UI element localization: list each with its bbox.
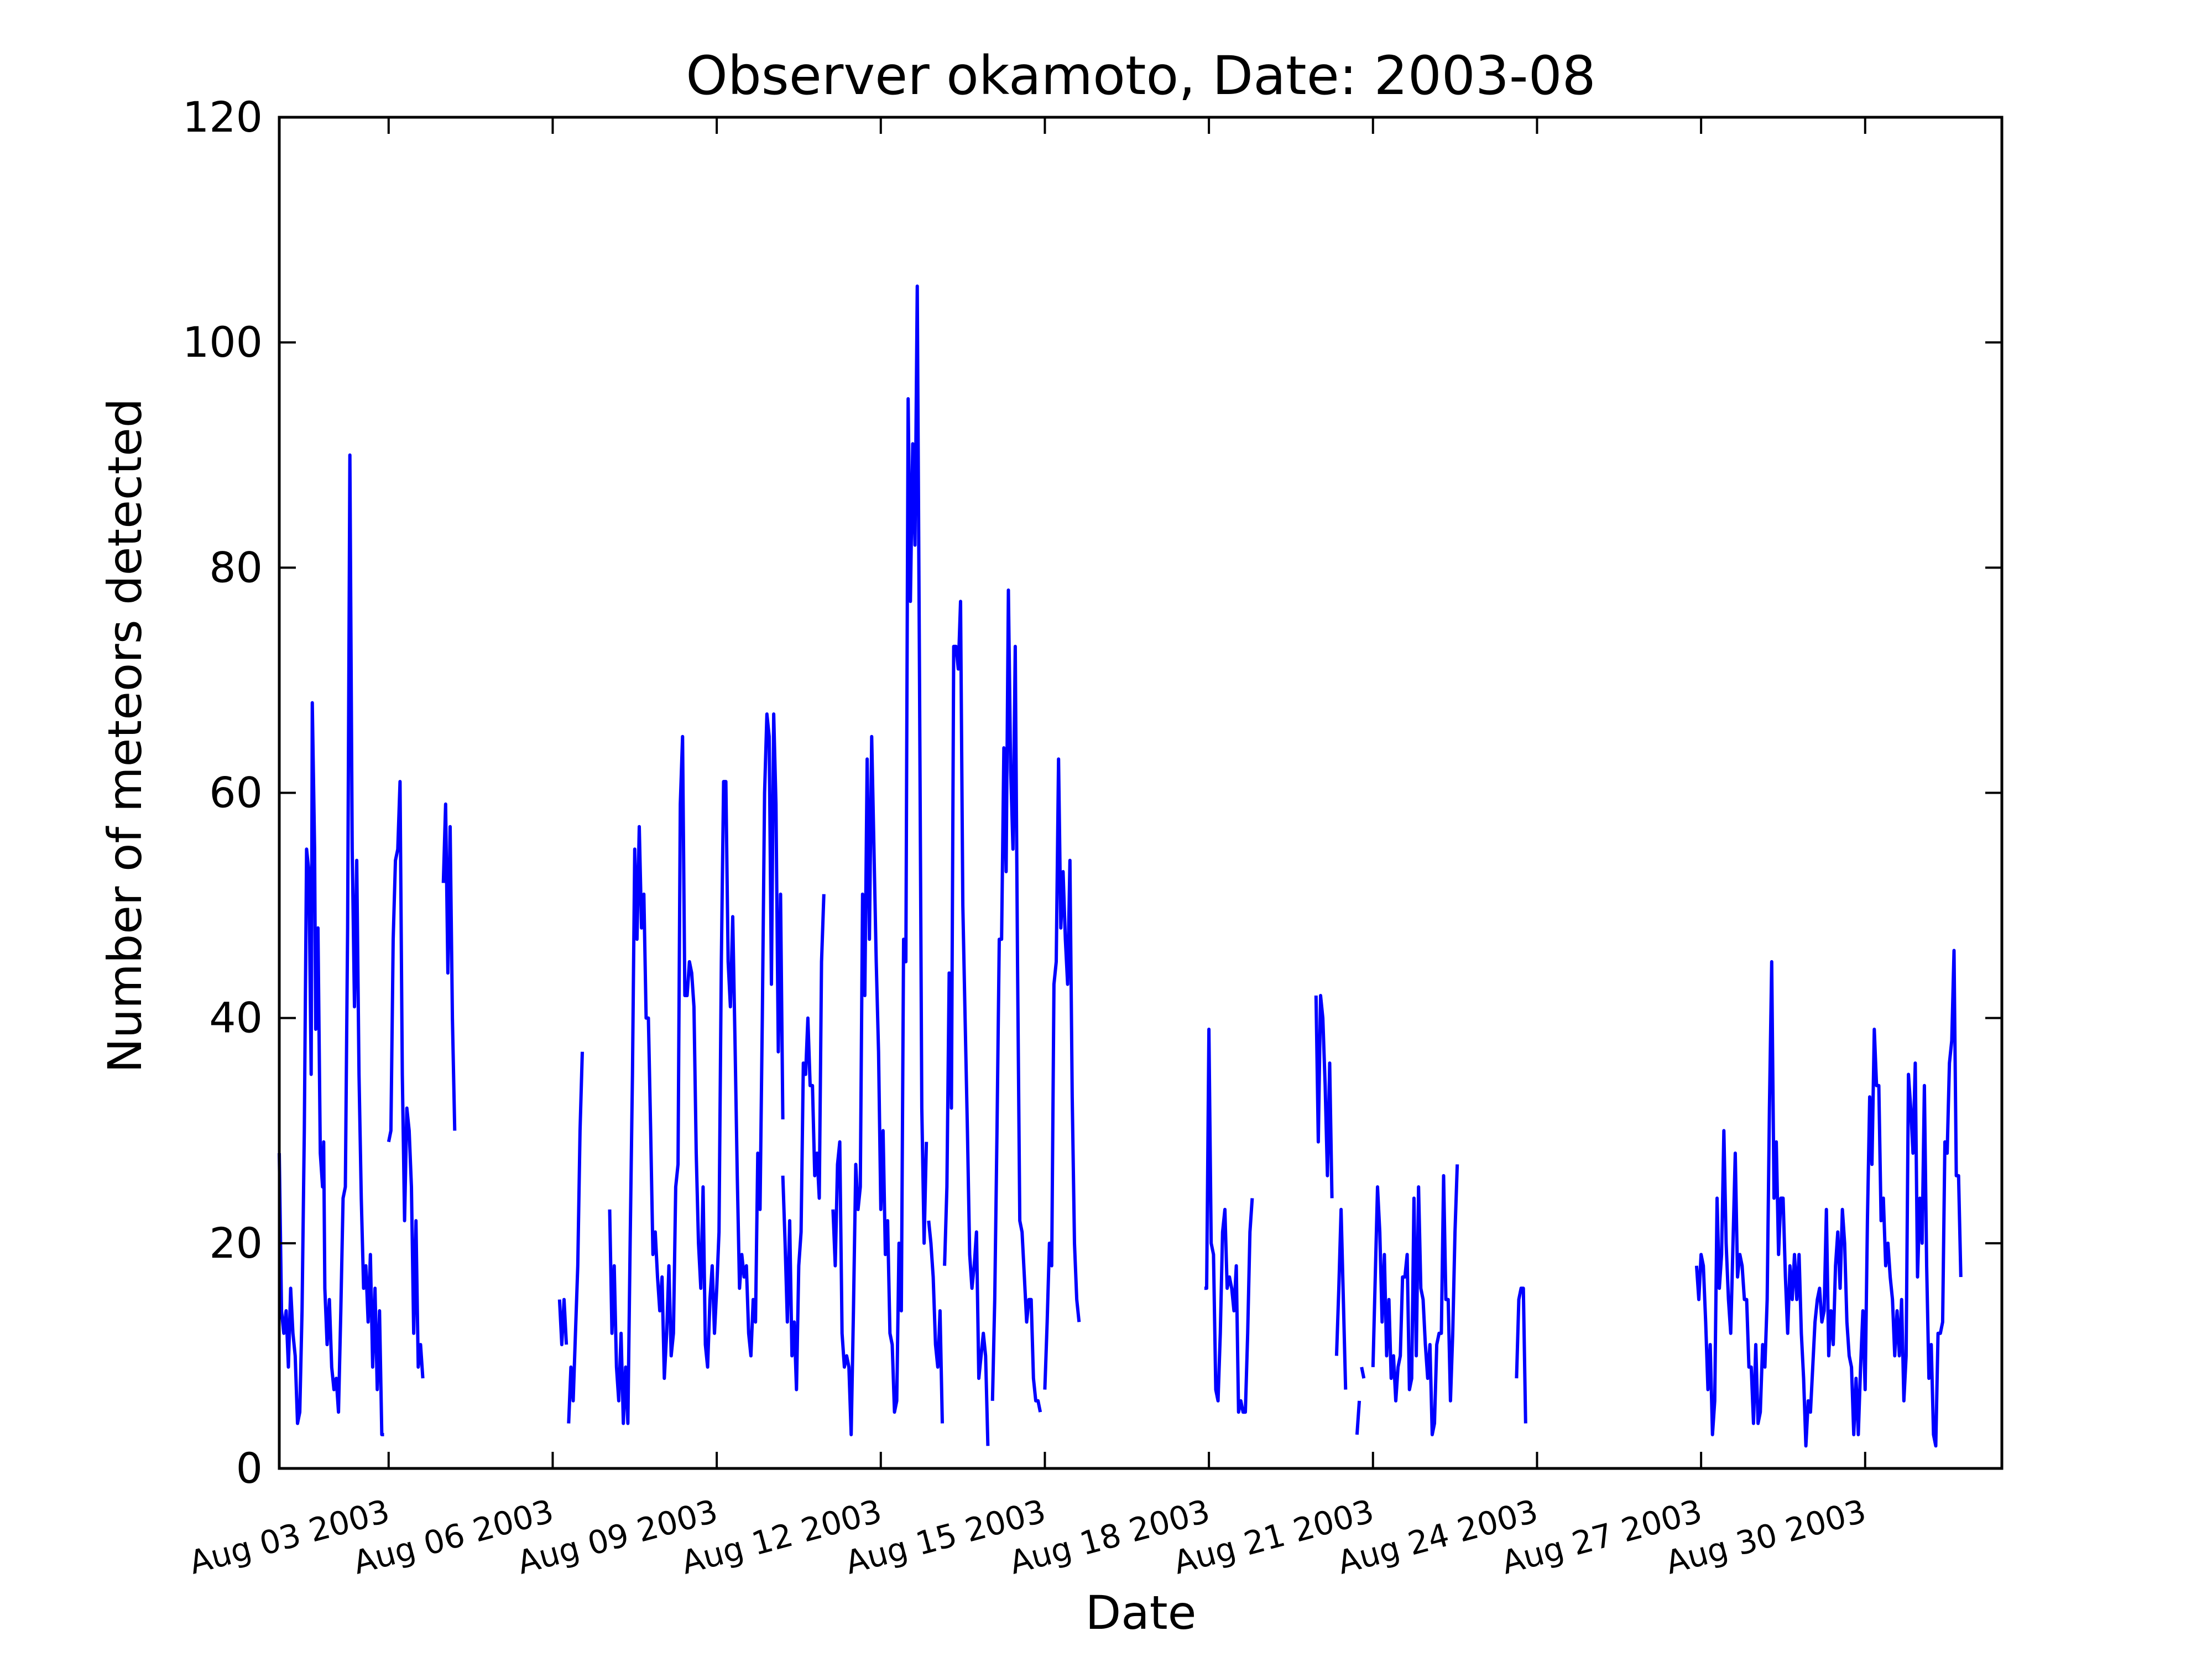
series-line-segment [943,600,990,1446]
series-line-segment [1360,1367,1366,1379]
series-line-segment [608,712,785,1425]
series-line-segment [567,1051,584,1424]
series-line-segment [557,1298,568,1347]
y-tick-label: 100 [182,317,263,367]
series-line-segment [387,780,425,1379]
series-line-segment [781,894,826,1392]
y-tick-label: 40 [209,993,263,1043]
series-line-segment [1043,757,1081,1390]
series-line-segment [831,284,928,1436]
series-line-segment [278,453,384,1436]
series-line-segment [1694,949,1963,1448]
series-line-segment [1355,1400,1361,1435]
series-line-segment [1515,1286,1527,1424]
series-line-segment [1204,1028,1254,1414]
y-tick-label: 120 [182,92,263,142]
y-tick-label: 60 [209,768,263,817]
y-tick-label: 80 [209,543,263,592]
y-axis-label: Number of meteors detected [98,398,152,1073]
y-tick-label: 20 [209,1218,263,1268]
series-line-segment [1314,994,1334,1199]
series-line-segment [927,1220,944,1424]
series-line-segment [1334,1207,1348,1390]
chart-title: Observer okamoto, Date: 2003-08 [686,45,1595,107]
series-line-segment [990,588,1042,1413]
series-line-segment [1371,1164,1459,1436]
y-tick-label: 0 [236,1444,263,1493]
x-axis-label: Date [1086,1586,1197,1640]
series-line-segment [441,802,457,1131]
